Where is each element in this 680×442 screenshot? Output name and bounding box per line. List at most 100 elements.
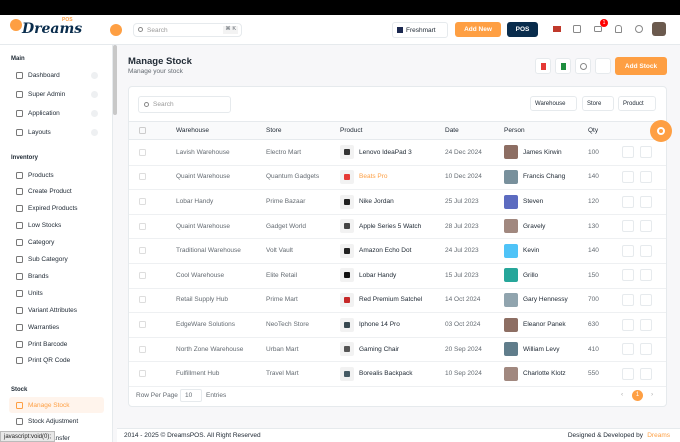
row-checkbox[interactable] bbox=[139, 271, 146, 279]
delete-button[interactable] bbox=[640, 170, 652, 183]
excel-button[interactable] bbox=[555, 58, 571, 74]
store-select[interactable]: Freshmart bbox=[392, 22, 448, 38]
sidebar-item[interactable]: Warranties bbox=[28, 323, 60, 331]
table-cell[interactable]: Borealis Backpack bbox=[359, 370, 413, 378]
row-checkbox[interactable] bbox=[139, 296, 146, 304]
edit-button[interactable] bbox=[622, 146, 634, 159]
sidebar-item[interactable]: Units bbox=[28, 289, 43, 297]
table-cell: 25 Jul 2023 bbox=[445, 198, 479, 205]
sidebar-item[interactable]: Sub Category bbox=[28, 256, 68, 263]
sidebar-item[interactable]: Manage Stock bbox=[28, 401, 70, 409]
delete-button[interactable] bbox=[640, 146, 652, 159]
person-avatar bbox=[504, 169, 518, 184]
edit-button[interactable] bbox=[622, 367, 634, 380]
edit-button[interactable] bbox=[622, 170, 634, 183]
sidebar-item[interactable]: Application bbox=[28, 109, 60, 117]
table-cell: Lavish Warehouse bbox=[176, 148, 230, 156]
table-cell[interactable]: Amazon Echo Dot bbox=[359, 247, 412, 255]
edit-button[interactable] bbox=[622, 318, 634, 331]
sidebar-chevron bbox=[91, 109, 98, 117]
flag-icon[interactable] bbox=[553, 26, 561, 32]
sidebar-item[interactable]: Products bbox=[28, 171, 54, 179]
add-stock-button[interactable]: Add Stock bbox=[615, 57, 667, 75]
table-cell[interactable]: Lobar Handy bbox=[359, 271, 397, 279]
user-avatar[interactable] bbox=[652, 22, 666, 36]
table-cell[interactable]: Beats Pro bbox=[359, 173, 388, 181]
edit-button[interactable] bbox=[622, 269, 634, 282]
sidebar-item[interactable]: Brands bbox=[28, 272, 49, 280]
sidebar-item[interactable]: Variant Attributes bbox=[28, 306, 78, 314]
collapse-button[interactable] bbox=[595, 58, 611, 74]
pos-button[interactable]: POS bbox=[507, 22, 538, 37]
delete-button[interactable] bbox=[640, 244, 652, 257]
delete-button[interactable] bbox=[640, 318, 652, 331]
sidebar-icon bbox=[16, 340, 23, 348]
row-checkbox[interactable] bbox=[139, 222, 146, 230]
edit-button[interactable] bbox=[622, 293, 634, 306]
refresh-icon bbox=[580, 63, 587, 70]
sidebar-toggle[interactable] bbox=[110, 24, 122, 36]
sidebar-item[interactable]: Expired Products bbox=[28, 205, 78, 213]
row-checkbox[interactable] bbox=[139, 321, 146, 328]
row-checkbox[interactable] bbox=[139, 148, 146, 156]
filter-dropdown[interactable]: Warehouse bbox=[530, 96, 577, 111]
row-checkbox[interactable] bbox=[139, 370, 146, 378]
bell-icon[interactable] bbox=[615, 25, 622, 33]
delete-button[interactable] bbox=[640, 343, 652, 356]
table-row-border bbox=[129, 287, 666, 289]
sidebar-item[interactable]: Category bbox=[28, 239, 55, 247]
row-checkbox[interactable] bbox=[139, 247, 146, 255]
table-cell: Fulfillment Hub bbox=[176, 370, 220, 378]
sidebar-item[interactable]: Dashboard bbox=[28, 71, 60, 79]
sidebar-item[interactable]: Super Admin bbox=[28, 90, 66, 98]
logo-text[interactable]: Dreams bbox=[22, 21, 83, 37]
edit-button[interactable] bbox=[622, 195, 634, 208]
table-cell[interactable]: Gaming Chair bbox=[359, 345, 400, 353]
settings-icon[interactable] bbox=[635, 25, 643, 33]
next-page[interactable]: › bbox=[651, 391, 654, 398]
sidebar-item[interactable]: Print QR Code bbox=[28, 357, 71, 365]
filter-dropdown[interactable]: Store bbox=[582, 96, 614, 111]
sidebar-item[interactable]: Low Stocks bbox=[28, 222, 62, 230]
prev-page[interactable]: ‹ bbox=[621, 391, 624, 398]
table-cell[interactable]: Apple Series 5 Watch bbox=[359, 222, 422, 230]
table-cell[interactable]: Red Premium Satchel bbox=[359, 296, 423, 304]
row-checkbox[interactable] bbox=[139, 198, 146, 205]
row-checkbox[interactable] bbox=[139, 345, 146, 353]
table-cell: Quaint Warehouse bbox=[176, 222, 230, 230]
edit-button[interactable] bbox=[622, 220, 634, 233]
customizer-button[interactable] bbox=[650, 120, 672, 142]
table-cell[interactable]: Iphone 14 Pro bbox=[359, 321, 400, 328]
delete-button[interactable] bbox=[640, 195, 652, 208]
table-cell[interactable]: Lenovo IdeaPad 3 bbox=[359, 148, 412, 156]
add-new-button[interactable]: Add New bbox=[455, 22, 501, 37]
delete-button[interactable] bbox=[640, 367, 652, 380]
pdf-button[interactable] bbox=[535, 58, 551, 74]
delete-button[interactable] bbox=[640, 293, 652, 306]
table-row-border bbox=[129, 386, 666, 387]
table-search[interactable]: Search bbox=[138, 96, 231, 113]
refresh-button[interactable] bbox=[575, 58, 591, 74]
delete-button[interactable] bbox=[640, 269, 652, 282]
sidebar-item[interactable]: Layouts bbox=[28, 128, 51, 136]
person-avatar bbox=[504, 194, 518, 209]
sidebar-item[interactable]: Stock Adjustment bbox=[28, 418, 79, 425]
edit-button[interactable] bbox=[622, 244, 634, 257]
row-checkbox[interactable] bbox=[139, 173, 146, 181]
mail-icon[interactable] bbox=[594, 26, 602, 32]
product-thumb bbox=[344, 247, 350, 254]
top-strip bbox=[0, 0, 680, 15]
edit-button[interactable] bbox=[622, 343, 634, 356]
sidebar-icon bbox=[16, 401, 23, 409]
search-box[interactable]: Search ⌘ K bbox=[133, 23, 242, 37]
sidebar-icon bbox=[16, 222, 23, 230]
sidebar-item[interactable]: Print Barcode bbox=[28, 340, 68, 348]
delete-button[interactable] bbox=[640, 220, 652, 233]
footer-brand[interactable]: Dreams bbox=[647, 432, 670, 439]
table-cell[interactable]: Nike Jordan bbox=[359, 198, 394, 205]
sidebar-item[interactable]: Create Product bbox=[28, 188, 72, 196]
filter-dropdown[interactable]: Product bbox=[618, 96, 656, 111]
rows-per-page-select[interactable]: 10 bbox=[180, 389, 202, 402]
page-number[interactable]: 1 bbox=[632, 390, 643, 401]
fullscreen-icon[interactable] bbox=[573, 25, 581, 33]
